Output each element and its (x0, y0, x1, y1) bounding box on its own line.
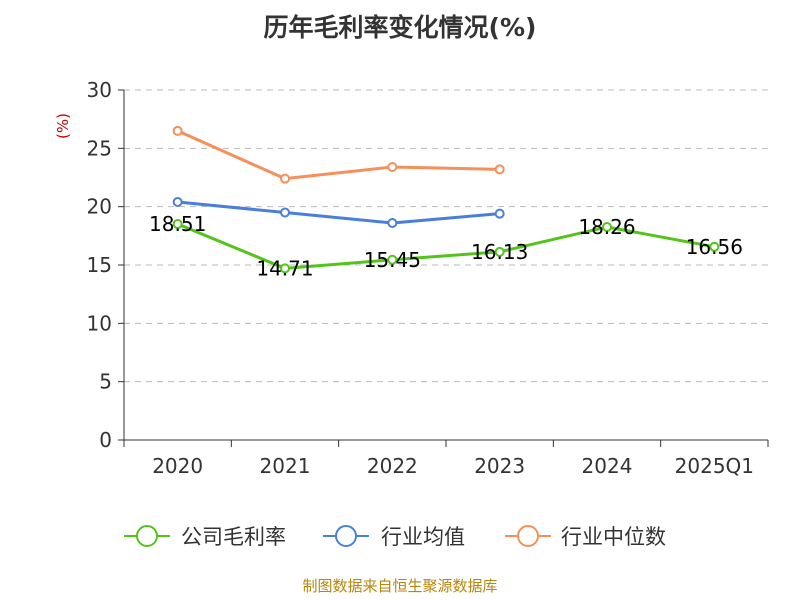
series-line-1 (177, 200, 500, 225)
data-labels: 18.51 14.71 15.45 16.13 18.26 16.56 (149, 212, 743, 280)
y-tick-label: 5 (99, 370, 112, 394)
data-point (280, 173, 290, 184)
data-point (602, 221, 612, 232)
legend-label: 行业均值 (381, 525, 465, 549)
data-label: 16.13 (471, 240, 528, 264)
y-tick-label: 0 (99, 428, 112, 452)
x-tick-label: 2023 (474, 454, 525, 478)
data-point (387, 218, 398, 228)
data-label: 18.26 (578, 215, 635, 239)
data-point (172, 197, 183, 207)
data-point (494, 246, 505, 257)
legend-item[interactable]: 行业中位数 (505, 525, 666, 549)
legend[interactable]: 公司毛利率 行业均值 行业中位数 (124, 525, 666, 549)
grid (124, 89, 768, 383)
legend-label: 公司毛利率 (181, 525, 286, 549)
data-point (280, 207, 290, 218)
x-tick-label: 2025Q1 (675, 454, 754, 478)
axes: 0 5 10 15 20 25 30 2020 2021 2022 2023 2024 2025Q1 (87, 78, 769, 478)
data-point (387, 254, 398, 265)
x-tick-label: 2020 (152, 454, 203, 478)
legend-item[interactable]: 行业均值 (323, 525, 465, 549)
x-tick-label: 2021 (260, 454, 311, 478)
series-group (172, 125, 720, 274)
y-tick-label: 30 (87, 78, 112, 102)
x-tick-label: 2024 (582, 454, 633, 478)
data-point (494, 164, 505, 175)
data-label: 14.71 (256, 256, 313, 280)
data-point (709, 241, 720, 252)
y-tick-label: 25 (87, 136, 112, 160)
legend-label: 行业中位数 (561, 525, 666, 549)
data-label: 18.51 (149, 212, 206, 236)
y-tick-label: 15 (87, 253, 112, 277)
series-line-2 (177, 129, 500, 181)
series-line-0 (177, 222, 715, 270)
legend-marker (517, 525, 539, 547)
data-point (172, 219, 183, 230)
y-tick-label: 10 (87, 311, 112, 335)
source-footer: 制图数据来自恒生聚源数据库 (302, 577, 497, 595)
data-point (280, 263, 290, 274)
legend-item[interactable]: 公司毛利率 (124, 525, 286, 549)
y-tick-label: 20 (87, 195, 112, 219)
data-point (494, 208, 505, 219)
x-tick-label: 2022 (367, 454, 418, 478)
legend-marker (335, 525, 357, 547)
y-axis-label: (%) (54, 113, 72, 139)
data-point (172, 125, 183, 136)
data-label: 15.45 (364, 248, 421, 272)
legend-marker (136, 525, 158, 547)
data-point (387, 162, 398, 172)
chart-title: 历年毛利率变化情况(%) (264, 13, 537, 42)
data-label: 16.56 (686, 235, 743, 259)
